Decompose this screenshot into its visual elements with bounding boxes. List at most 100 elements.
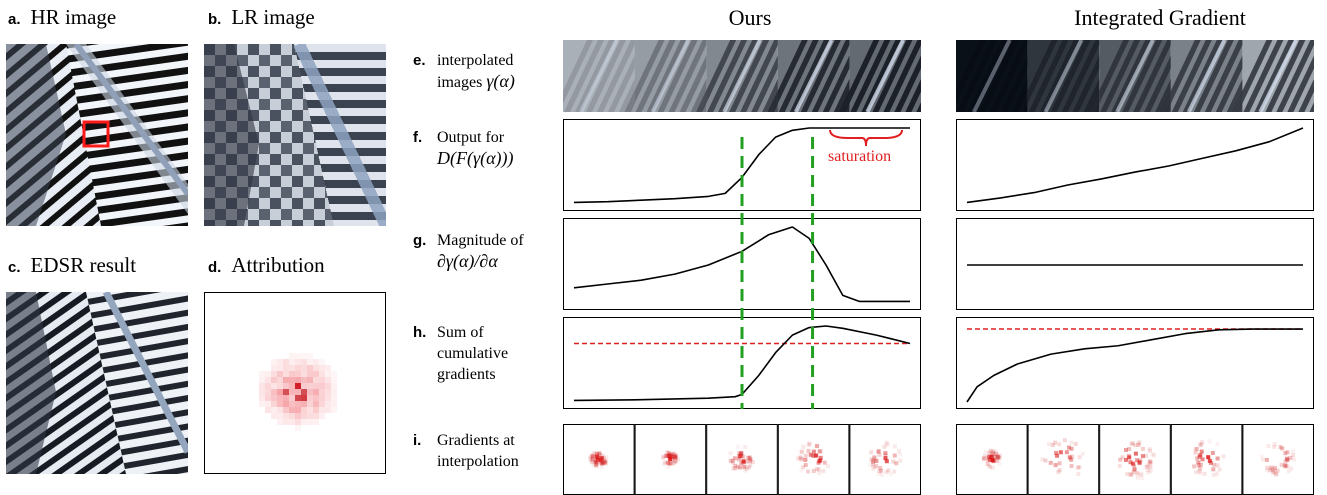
attribution-cell [295, 425, 301, 431]
attribution-cell [283, 401, 289, 407]
attribution-cell [313, 371, 319, 377]
row-label-h: h. Sum of cumulative gradients [413, 324, 509, 383]
attribution-cell [289, 401, 295, 407]
gradient-frame-1 [956, 424, 1028, 495]
interp-frame-5 [1232, 40, 1314, 112]
attribution-cell [283, 407, 289, 413]
attribution-cell [325, 389, 331, 395]
gradients-ig [956, 424, 1314, 495]
attribution-cell [301, 395, 307, 401]
attribution-cell [277, 371, 283, 377]
attribution-cell [259, 401, 265, 407]
attribution-cell [277, 395, 283, 401]
attribution-cell [265, 401, 271, 407]
attribution-cell [313, 359, 319, 365]
saturation-brace [828, 128, 904, 153]
ours-output-curve [573, 127, 910, 204]
attribution-cell [289, 389, 295, 395]
attribution-cell [307, 377, 313, 383]
attribution-cell [325, 383, 331, 389]
attribution-cell [319, 401, 325, 407]
attribution-cell [313, 365, 319, 371]
gradient-frame-5 [849, 424, 921, 495]
plot-ig-cumulative [956, 317, 1314, 409]
plot-ig-output [956, 119, 1314, 211]
attribution-cell [283, 377, 289, 383]
attribution-cell [283, 359, 289, 365]
attribution-cell [277, 407, 283, 413]
attribution-cell [283, 395, 289, 401]
attribution-cell [319, 389, 325, 395]
attribution-cell [301, 419, 307, 425]
attribution-cell [283, 419, 289, 425]
attribution-cell [265, 383, 271, 389]
attribution-cell [319, 365, 325, 371]
attribution-cell [325, 365, 331, 371]
interpolated-images-ig [956, 40, 1314, 112]
attribution-cell [289, 353, 295, 359]
panel-a-label: a. HR image [8, 5, 117, 29]
attribution-cell [259, 377, 265, 383]
attribution-cell [325, 407, 331, 413]
attribution-cell [277, 359, 283, 365]
attribution-cell [295, 377, 301, 383]
attribution-cell [313, 383, 319, 389]
gradient-frame-2 [634, 424, 707, 495]
attribution-cell [265, 389, 271, 395]
attribution-cell [295, 353, 301, 359]
attribution-cell [331, 395, 337, 401]
attribution-cell [289, 407, 295, 413]
saturation-label: saturation [828, 148, 892, 165]
attribution-cell [331, 377, 337, 383]
attribution-cell [301, 383, 307, 389]
attribution-cell [277, 365, 283, 371]
attribution-cell [277, 377, 283, 383]
attribution-cell [307, 401, 313, 407]
attribution-cell [259, 371, 265, 377]
attribution-cell [313, 407, 319, 413]
attribution-cell [301, 389, 307, 395]
attribution-cell [313, 401, 319, 407]
attribution-cell [301, 407, 307, 413]
gradients-ours [563, 424, 921, 495]
row-label-f: f. Output for D(F(γ(α))) [413, 129, 514, 168]
attribution-cell [331, 407, 337, 413]
attribution-cell [307, 359, 313, 365]
gradient-frame-1 [563, 424, 635, 495]
interpolated-images-ours [563, 40, 921, 112]
attribution-cell [265, 377, 271, 383]
gradient-frame-5 [1242, 424, 1314, 495]
gradient-frame-4 [777, 424, 850, 495]
attribution-cell [325, 377, 331, 383]
attribution-cell [331, 371, 337, 377]
gradient-frame-3 [706, 424, 778, 495]
attribution-cell [331, 383, 337, 389]
row-label-g: g. Magnitude of ∂γ(α)/∂α [413, 232, 524, 271]
attribution-cell [325, 371, 331, 377]
attribution-cell [271, 395, 277, 401]
attribution-cell [301, 401, 307, 407]
attribution-cell [319, 407, 325, 413]
attribution-cell [277, 413, 283, 419]
panel-d-label: d. Attribution [208, 253, 325, 277]
attribution-cell [265, 395, 271, 401]
attribution-cell [289, 419, 295, 425]
attribution-cell [271, 377, 277, 383]
attribution-cell [271, 413, 277, 419]
attribution-cell [307, 413, 313, 419]
column-title-ours: Ours [728, 5, 772, 30]
attribution-cell [265, 371, 271, 377]
attribution-cell [295, 383, 301, 389]
attribution-cell [301, 353, 307, 359]
attribution-cell [307, 353, 313, 359]
attribution-cell [295, 359, 301, 365]
row-label-i: i. Gradients at interpolation [413, 432, 519, 470]
attribution-cell [271, 401, 277, 407]
panel-b-label: b. LR image [208, 5, 315, 29]
attribution-cell [301, 365, 307, 371]
attribution-cell [319, 413, 325, 419]
attribution-cell [331, 401, 337, 407]
attribution-cell [319, 371, 325, 377]
attribution-cell [307, 371, 313, 377]
gradient-frame-4 [1170, 424, 1243, 495]
